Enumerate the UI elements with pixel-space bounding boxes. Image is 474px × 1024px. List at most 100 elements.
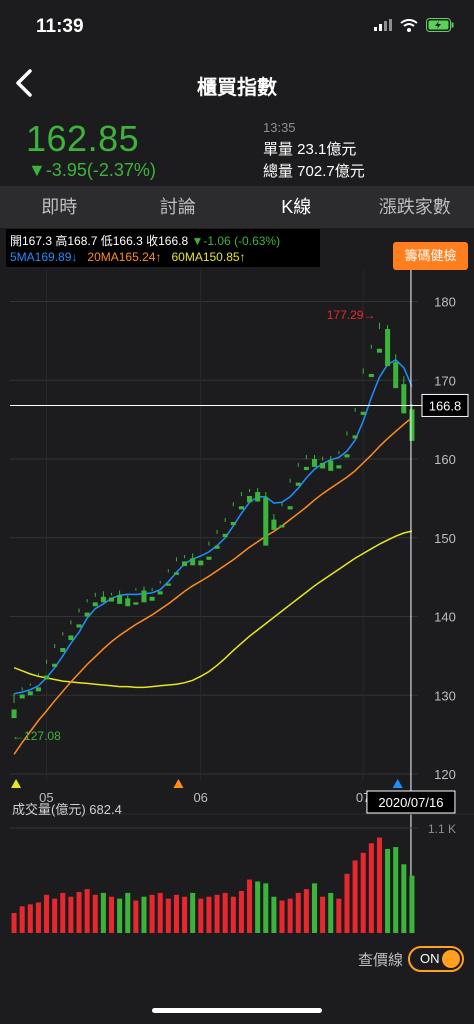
- chip-check-button[interactable]: 籌碼健檢: [393, 242, 468, 270]
- event-marker-icon: [173, 779, 184, 788]
- candle-body: [287, 506, 293, 510]
- candlestick: [149, 588, 155, 601]
- candle-body: [360, 411, 366, 415]
- volume-bar: [279, 900, 285, 933]
- candle-body: [409, 409, 415, 441]
- candle-body: [133, 602, 139, 605]
- candle-body: [165, 583, 171, 586]
- candle-body: [157, 591, 163, 595]
- candlestick: [320, 456, 326, 469]
- candle-body: [247, 496, 253, 503]
- volume-bar: [385, 849, 391, 933]
- candlestick: [393, 354, 399, 389]
- status-icons: [374, 18, 454, 32]
- crosshair-value-box: [421, 393, 469, 417]
- y-tick-label: 160: [434, 452, 456, 467]
- candle-body: [222, 533, 228, 537]
- status-time: 11:39: [36, 16, 84, 37]
- candle-body: [141, 590, 147, 603]
- volume-bar: [222, 892, 228, 933]
- candle-body: [190, 558, 196, 566]
- candle-body: [206, 556, 212, 560]
- back-chevron-icon[interactable]: [12, 66, 38, 100]
- tab-discussion[interactable]: 討論: [159, 197, 196, 217]
- tab-realtime[interactable]: 即時: [41, 197, 78, 217]
- change-value: ▼-1.06 (-0.63%): [191, 234, 281, 248]
- candle-body: [376, 348, 382, 353]
- candlestick: [157, 581, 163, 595]
- candle-body: [263, 497, 269, 546]
- ma60-line: [13, 530, 413, 689]
- candlestick: [198, 560, 204, 566]
- candlestick: [141, 586, 147, 603]
- y-tick-label: 120: [434, 767, 456, 782]
- volume-bar: [35, 902, 41, 933]
- volume-bar: [320, 896, 326, 933]
- candle-body: [303, 466, 309, 471]
- tab-advance-decline[interactable]: 漲跌家數: [378, 197, 451, 217]
- candlestick: [190, 553, 196, 566]
- single-volume: 單量 23.1億元: [263, 141, 357, 158]
- tab-kline[interactable]: K線: [281, 197, 312, 217]
- price-line-label: 查價線: [358, 952, 404, 969]
- volume-bar: [409, 875, 415, 933]
- candlestick: [328, 455, 334, 471]
- volume-bar: [117, 898, 123, 933]
- candlestick: [360, 368, 366, 415]
- candle-body: [295, 482, 301, 486]
- candlestick: [84, 599, 90, 617]
- candle-body: [27, 691, 33, 696]
- candlestick: [60, 632, 66, 652]
- candle-body: [230, 522, 236, 526]
- candlestick: [173, 557, 179, 575]
- volume-bar: [157, 892, 163, 933]
- candlestick: [92, 592, 98, 607]
- candlestick: [385, 325, 391, 367]
- toggle-state: ON: [420, 951, 440, 966]
- candle-body: [182, 561, 188, 567]
- candlestick: [35, 673, 41, 692]
- status-bar: 11:39: [0, 0, 474, 56]
- candle-body: [76, 624, 82, 628]
- page-title: 櫃買指數: [197, 77, 277, 99]
- candle-body: [368, 373, 374, 378]
- last-price: 162.85: [26, 118, 140, 159]
- signal-icon: [374, 19, 392, 31]
- volume-bar: [263, 883, 269, 933]
- candlestick: [165, 569, 171, 586]
- volume-bar: [19, 906, 25, 933]
- candlestick: [368, 344, 374, 378]
- candle-body: [271, 519, 277, 530]
- candlestick: [311, 455, 318, 467]
- candle-body: [125, 598, 131, 607]
- candlestick: [222, 518, 228, 537]
- candlestick: [11, 693, 17, 719]
- candlestick: [68, 620, 74, 641]
- ma20-value: 20MA165.24↑: [87, 250, 162, 264]
- toggle-knob: [442, 950, 460, 968]
- candle-body: [68, 635, 74, 641]
- candle-body: [92, 602, 98, 607]
- x-tick-label: 05: [39, 790, 53, 805]
- battery-icon: [426, 18, 454, 32]
- candle-body: [117, 595, 123, 604]
- candlestick: [287, 478, 293, 510]
- nav-bar: 櫃買指數: [0, 56, 474, 112]
- volume-bar: [344, 873, 350, 933]
- x-tick-label: 06: [193, 790, 207, 805]
- candle-body: [19, 694, 25, 699]
- volume-label: 成交量(億元) 682.4: [12, 802, 122, 817]
- volume-bar: [295, 892, 301, 933]
- price-line-toggle-row: 查價線 ON: [0, 940, 474, 978]
- candle-body: [336, 465, 342, 469]
- candle-body: [173, 572, 179, 575]
- volume-bar: [52, 898, 58, 933]
- candlestick: [255, 488, 261, 502]
- price-line-toggle[interactable]: ON: [408, 946, 464, 972]
- candle-body: [255, 492, 261, 502]
- volume-bar: [352, 860, 358, 933]
- volume-bar: [92, 894, 98, 933]
- candle-body: [60, 648, 66, 652]
- volume-bar: [182, 896, 188, 933]
